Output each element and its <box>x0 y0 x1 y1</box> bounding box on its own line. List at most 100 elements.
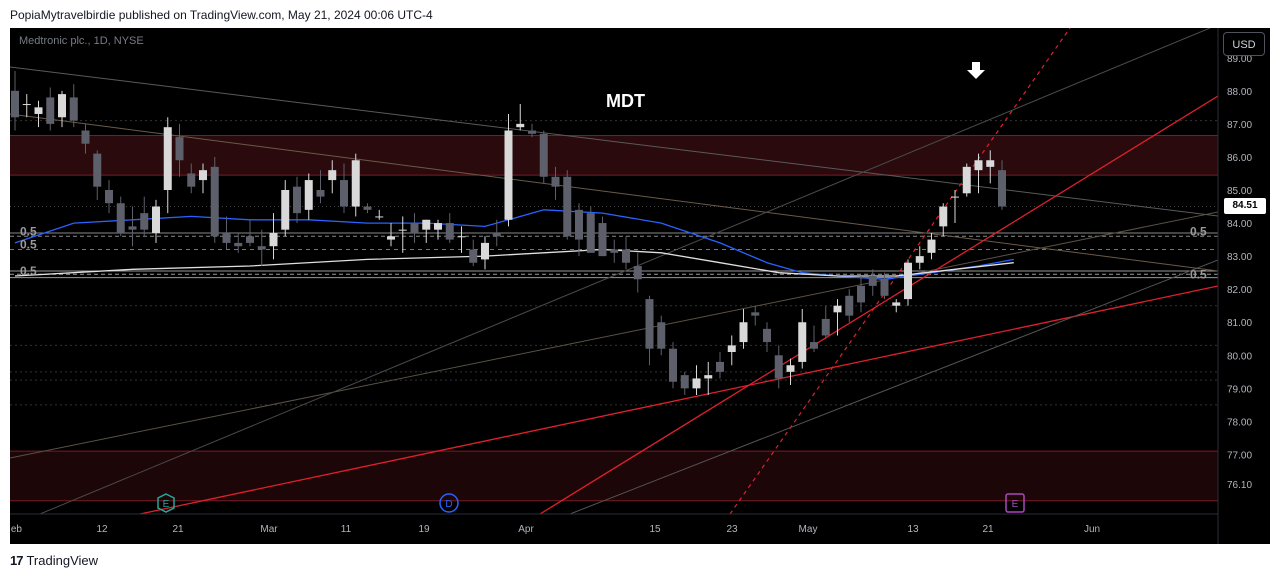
trend-line <box>10 66 1218 217</box>
dividend-marker-icon[interactable] <box>439 493 459 513</box>
event-marker-label: E <box>163 499 170 510</box>
symbol-description: Medtronic plc., 1D, NYSE <box>19 35 144 47</box>
candle-body <box>328 170 337 181</box>
candle-body <box>163 127 172 190</box>
candle-body <box>128 226 137 230</box>
candle-body <box>798 322 807 362</box>
candle-body <box>234 242 243 247</box>
chart-title: MDT <box>606 91 645 111</box>
trend-line <box>10 113 1218 272</box>
candle-body <box>657 322 666 349</box>
time-tick-label: 15 <box>649 524 661 535</box>
trend-line <box>10 211 1218 459</box>
candle-body <box>716 361 724 372</box>
trend-line <box>729 28 1071 514</box>
time-tick-label: 21 <box>982 524 994 535</box>
time-tick-label: Mar <box>260 524 278 535</box>
price-tick-label: 76.10 <box>1227 480 1252 491</box>
publish-header: PopiaMytravelbirdie published on Trading… <box>10 8 433 22</box>
candle-body <box>927 239 936 253</box>
price-tick-label: 85.00 <box>1227 186 1252 197</box>
chart-area[interactable]: 0.5 0.5 0.5 0.5 0.5 76.10 77.00 78.00 79.00 80.0… <box>10 28 1270 544</box>
time-tick-label: Apr <box>518 524 534 535</box>
candle-body <box>998 170 1006 207</box>
price-tick-label: 88.00 <box>1227 87 1252 98</box>
currency-button[interactable]: USD <box>1223 32 1265 56</box>
candle-body <box>528 130 536 134</box>
candle-body <box>481 242 489 260</box>
candle-body <box>187 173 196 187</box>
time-tick-label: 13 <box>907 524 919 535</box>
candle-body <box>304 180 313 210</box>
candle-body <box>58 94 66 118</box>
time-tick-label: 12 <box>96 524 108 535</box>
candle-body <box>680 375 689 389</box>
candle-body <box>986 160 995 167</box>
candle-body <box>845 295 854 316</box>
candle-body <box>11 90 19 118</box>
time-tick-label: 19 <box>418 524 430 535</box>
candle-body <box>751 312 760 316</box>
last-price-label: 84.51 <box>1224 198 1266 215</box>
candle-body <box>586 213 595 253</box>
fib-level-label: 0.5 <box>20 224 37 238</box>
trend-line <box>539 95 1218 514</box>
footer-brand: TradingView <box>26 553 99 568</box>
candle-body <box>727 345 736 352</box>
candle-body <box>622 249 630 263</box>
arrow-down-icon <box>967 62 985 79</box>
time-tick-label: eb <box>11 524 23 535</box>
trend-line <box>39 28 1211 514</box>
tradingview-logo[interactable]: 17 TradingView <box>10 553 98 568</box>
candle-body <box>516 123 525 128</box>
candle-body <box>610 249 619 253</box>
fib-level-label: 0.5 <box>20 264 37 278</box>
event-marker-label: D <box>445 499 452 510</box>
candle-body <box>763 328 771 343</box>
candle-body <box>551 176 560 187</box>
price-tick-label: 77.00 <box>1227 450 1252 461</box>
candle-body <box>469 249 478 263</box>
candle-body <box>422 219 431 230</box>
time-tick-label: 23 <box>726 524 738 535</box>
candle-body <box>257 246 266 250</box>
candle-body <box>199 170 207 181</box>
candle-body <box>222 232 231 243</box>
trend-line <box>569 259 1218 514</box>
moving-average-line <box>14 248 1014 277</box>
price-tick-label: 78.00 <box>1227 417 1252 428</box>
fib-level-label: 0.5 <box>1190 267 1207 281</box>
candle-body <box>69 97 78 121</box>
candle-body <box>692 378 701 389</box>
time-tick-label: May <box>799 524 818 535</box>
candle-body <box>563 176 572 237</box>
candle-body <box>116 203 125 233</box>
candle-body <box>445 223 454 240</box>
candle-body <box>939 206 948 227</box>
candle-body <box>504 130 513 220</box>
time-tick-label: 11 <box>341 524 352 535</box>
support-zone <box>10 451 1218 501</box>
candle-body <box>46 97 55 124</box>
candle-body <box>962 166 971 194</box>
price-tick-label: 83.00 <box>1227 252 1252 263</box>
candle-body <box>645 299 654 349</box>
candle-body <box>633 266 642 280</box>
candle-body <box>810 342 818 349</box>
candle-body <box>915 256 924 263</box>
earnings-marker-icon[interactable] <box>1005 493 1025 513</box>
candle-body <box>904 262 912 300</box>
earnings-marker-icon[interactable] <box>157 493 175 513</box>
time-tick-label: 21 <box>172 524 184 535</box>
price-chart[interactable]: 0.50.50.50.50.5 76.1077.0078.0079.0080.0… <box>10 28 1270 544</box>
candle-body <box>857 285 865 303</box>
candle-body <box>492 232 501 237</box>
price-tick-label: 79.00 <box>1227 384 1252 395</box>
candle-body <box>739 322 748 343</box>
candle-body <box>175 137 184 161</box>
tradingview-mark-icon: 17 <box>10 553 24 568</box>
candle-body <box>669 348 677 382</box>
candle-body <box>434 223 442 230</box>
candle-body <box>598 223 607 257</box>
candle-body <box>105 190 113 204</box>
